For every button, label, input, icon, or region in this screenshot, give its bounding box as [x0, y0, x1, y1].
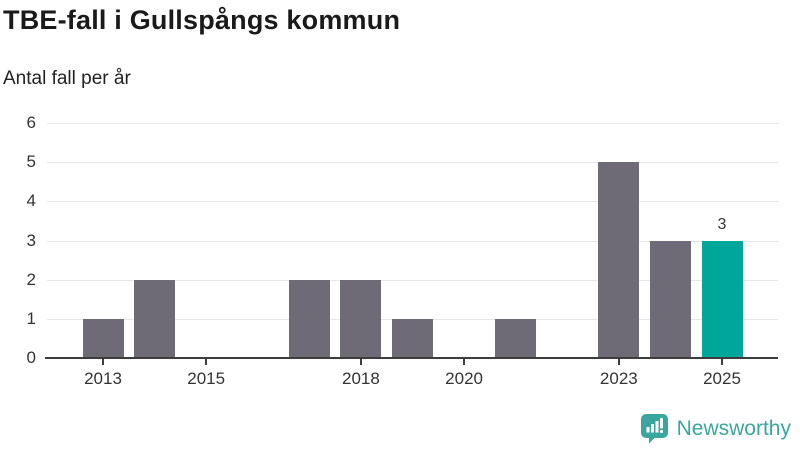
gridline-5 [47, 162, 778, 164]
y-tick-label-1: 1 [26, 308, 36, 328]
bar-2024 [649, 240, 691, 357]
x-tick-label-2018: 2018 [341, 369, 380, 388]
x-tick-mark-2020 [463, 359, 466, 365]
bar-2018 [340, 279, 382, 357]
gridline-2 [47, 279, 778, 281]
x-tick-mark-2013 [102, 359, 104, 365]
bar-2019 [392, 318, 433, 357]
x-tick-label-2025: 2025 [703, 369, 741, 388]
y-tick-label-2: 2 [26, 269, 36, 289]
newsworthy-logo-text: Newsworthy [676, 416, 791, 440]
bar-2017 [288, 279, 330, 357]
x-tick-mark-2018 [359, 359, 362, 365]
gridline-3 [47, 240, 778, 242]
gridline-6 [47, 123, 778, 124]
bar-2013 [82, 318, 124, 357]
x-tick-mark-2015 [205, 359, 208, 365]
x-tick-label-2015: 2015 [187, 369, 226, 388]
x-tick-mark-2023 [617, 359, 620, 365]
bar-2014 [134, 279, 176, 357]
newsworthy-logo-icon [640, 413, 669, 444]
chart-subtitle: Antal fall per år [3, 68, 131, 89]
bar-2025 [701, 240, 743, 357]
y-tick-label-3: 3 [26, 230, 36, 250]
x-tick-label-2023: 2023 [599, 369, 638, 388]
y-tick-label-0: 0 [26, 348, 36, 367]
x-axis-line [45, 357, 778, 359]
x-tick-label-2020: 2020 [445, 369, 483, 388]
newsworthy-logo: Newsworthy [640, 413, 791, 444]
y-tick-label-5: 5 [26, 152, 36, 172]
y-tick-label-6: 6 [26, 113, 36, 132]
x-tick-mark-2025 [721, 359, 723, 365]
bar-2023 [598, 162, 640, 357]
x-tick-label-2013: 2013 [84, 369, 122, 388]
y-tick-label-4: 4 [26, 191, 36, 211]
bar-2021 [495, 318, 537, 357]
gridline-4 [47, 201, 778, 203]
chart-title: TBE-fall i Gullspångs kommun [3, 5, 401, 35]
bar-value-label-2025: 3 [717, 215, 727, 233]
